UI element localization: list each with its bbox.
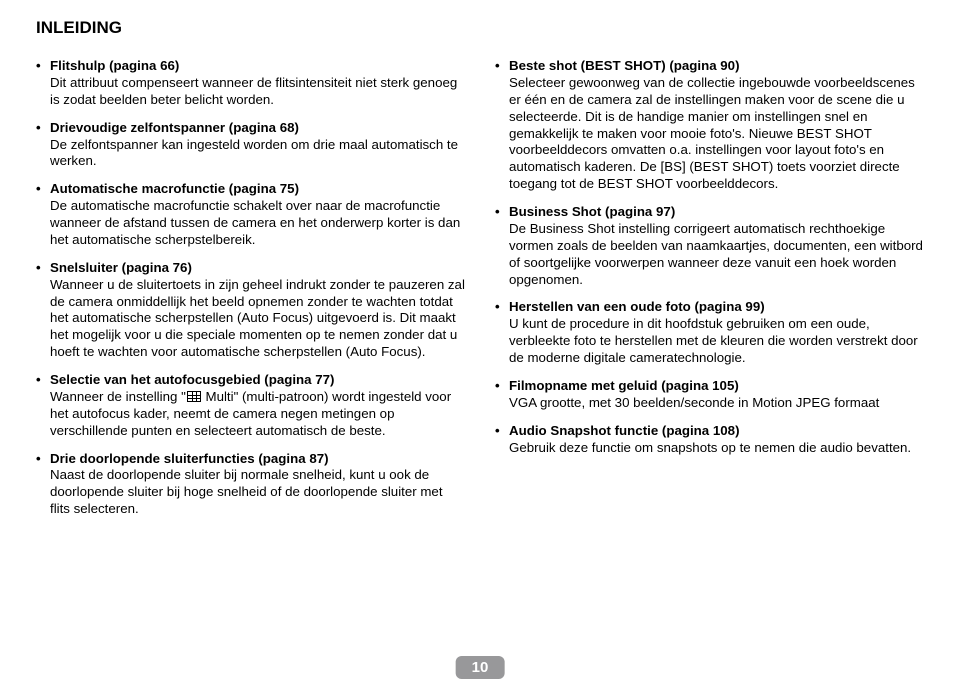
feature-item: Audio Snapshot functie (pagina 108) Gebr… bbox=[495, 423, 924, 457]
section-header: INLEIDING bbox=[36, 18, 924, 38]
multi-pattern-icon bbox=[187, 391, 201, 402]
left-column: Flitshulp (pagina 66) Dit attribuut comp… bbox=[36, 58, 465, 529]
feature-title: Drie doorlopende sluiterfuncties (pagina… bbox=[50, 451, 465, 468]
feature-title: Filmopname met geluid (pagina 105) bbox=[509, 378, 924, 395]
body-pre: Wanneer de instelling " bbox=[50, 389, 186, 404]
content-columns: Flitshulp (pagina 66) Dit attribuut comp… bbox=[36, 58, 924, 529]
feature-title: Audio Snapshot functie (pagina 108) bbox=[509, 423, 924, 440]
feature-title: Snelsluiter (pagina 76) bbox=[50, 260, 465, 277]
feature-title: Beste shot (BEST SHOT) (pagina 90) bbox=[509, 58, 924, 75]
feature-body: De zelfontspanner kan ingesteld worden o… bbox=[50, 137, 465, 171]
feature-item: Automatische macrofunctie (pagina 75) De… bbox=[36, 181, 465, 249]
feature-body: VGA grootte, met 30 beelden/seconde in M… bbox=[509, 395, 924, 412]
feature-body: U kunt de procedure in dit hoofdstuk geb… bbox=[509, 316, 924, 367]
feature-body: Wanneer u de sluitertoets in zijn geheel… bbox=[50, 277, 465, 361]
feature-title: Business Shot (pagina 97) bbox=[509, 204, 924, 221]
feature-body: Wanneer de instelling " Multi" (multi-pa… bbox=[50, 389, 465, 440]
feature-body: De automatische macrofunctie schakelt ov… bbox=[50, 198, 465, 249]
feature-body: Gebruik deze functie om snapshots op te … bbox=[509, 440, 924, 457]
feature-item: Business Shot (pagina 97) De Business Sh… bbox=[495, 204, 924, 288]
feature-item: Flitshulp (pagina 66) Dit attribuut comp… bbox=[36, 58, 465, 109]
feature-title: Drievoudige zelfontspanner (pagina 68) bbox=[50, 120, 465, 137]
feature-item: Drie doorlopende sluiterfuncties (pagina… bbox=[36, 451, 465, 519]
feature-body: Naast de doorlopende sluiter bij normale… bbox=[50, 467, 465, 518]
feature-title: Selectie van het autofocusgebied (pagina… bbox=[50, 372, 465, 389]
feature-title: Flitshulp (pagina 66) bbox=[50, 58, 465, 75]
feature-item: Snelsluiter (pagina 76) Wanneer u de slu… bbox=[36, 260, 465, 361]
feature-title: Automatische macrofunctie (pagina 75) bbox=[50, 181, 465, 198]
feature-body: De Business Shot instelling corrigeert a… bbox=[509, 221, 924, 289]
feature-item: Filmopname met geluid (pagina 105) VGA g… bbox=[495, 378, 924, 412]
feature-body: Dit attribuut compenseert wanneer de fli… bbox=[50, 75, 465, 109]
feature-item: Selectie van het autofocusgebied (pagina… bbox=[36, 372, 465, 440]
feature-item: Beste shot (BEST SHOT) (pagina 90) Selec… bbox=[495, 58, 924, 193]
right-column: Beste shot (BEST SHOT) (pagina 90) Selec… bbox=[495, 58, 924, 529]
page-number-badge: 10 bbox=[456, 656, 505, 679]
feature-item: Drievoudige zelfontspanner (pagina 68) D… bbox=[36, 120, 465, 171]
feature-item: Herstellen van een oude foto (pagina 99)… bbox=[495, 299, 924, 367]
feature-body: Selecteer gewoonweg van de collectie ing… bbox=[509, 75, 924, 193]
feature-title: Herstellen van een oude foto (pagina 99) bbox=[509, 299, 924, 316]
